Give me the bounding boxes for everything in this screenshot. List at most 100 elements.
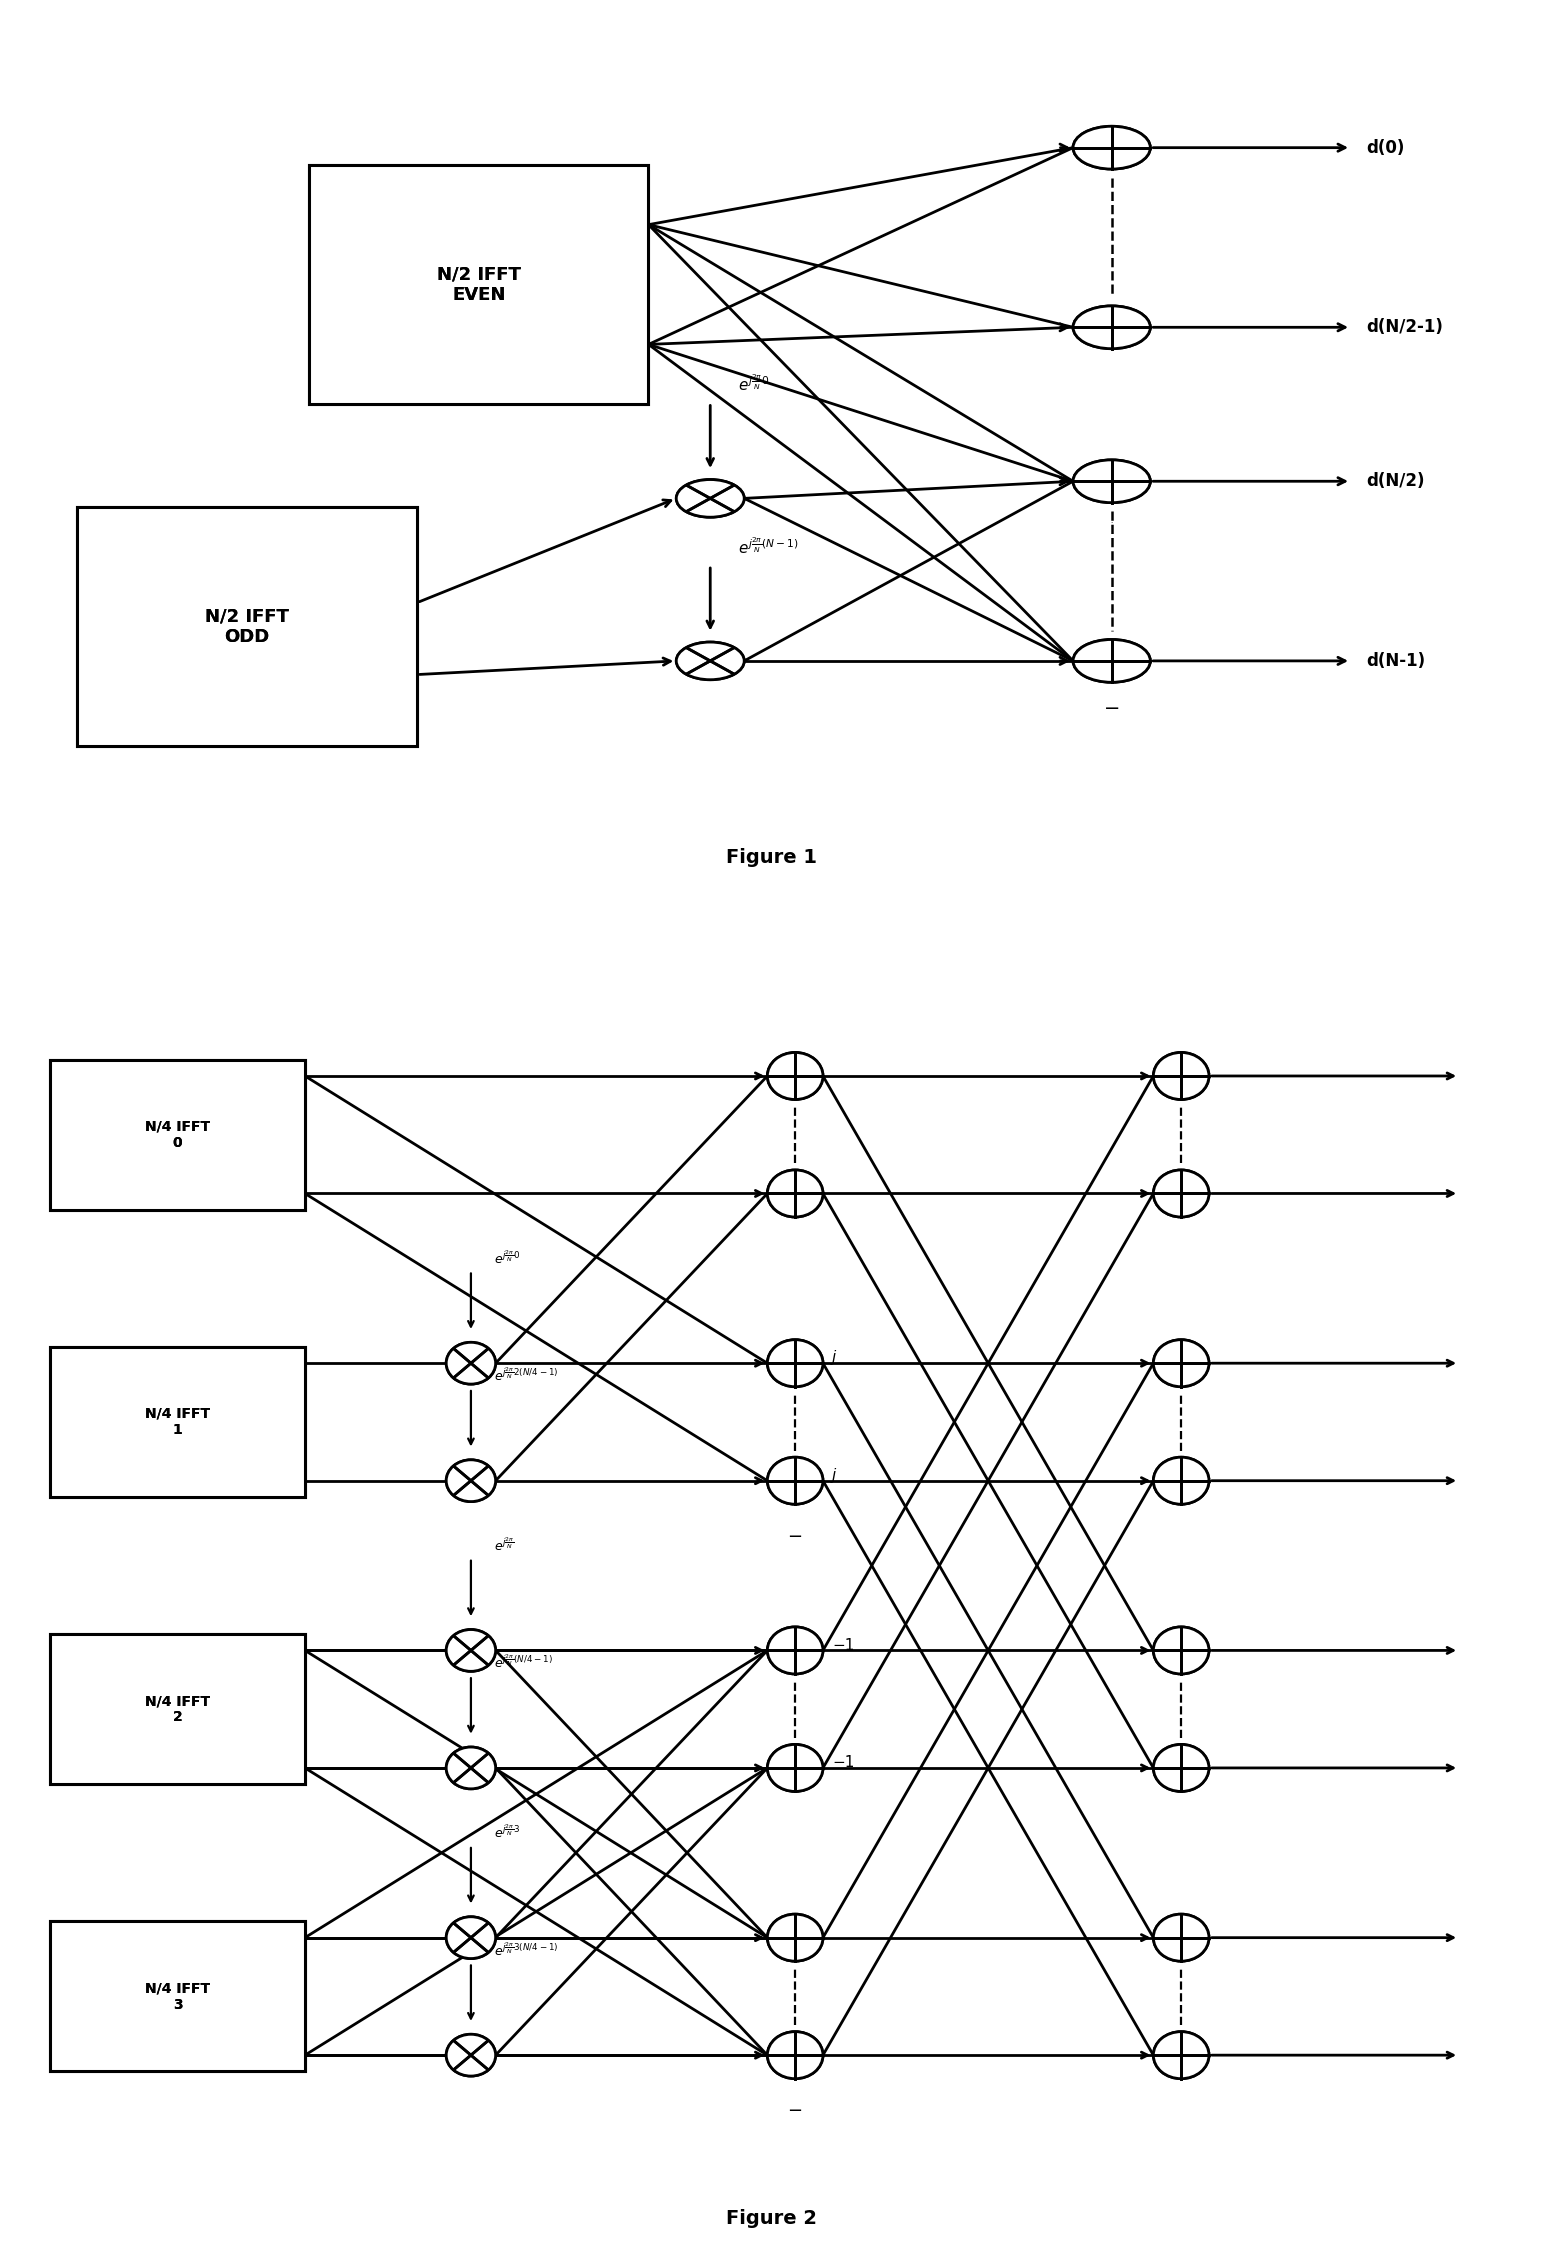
Text: $e^{j\frac{2\pi}{N}2(N/4-1)}$: $e^{j\frac{2\pi}{N}2(N/4-1)}$ (494, 1366, 559, 1384)
Circle shape (1153, 1627, 1209, 1675)
Circle shape (446, 1342, 496, 1384)
Circle shape (767, 1627, 823, 1675)
Text: $e^{j\frac{2\pi}{N}}$: $e^{j\frac{2\pi}{N}}$ (494, 1537, 514, 1553)
FancyBboxPatch shape (77, 506, 417, 747)
Circle shape (767, 1339, 823, 1387)
Circle shape (446, 1918, 496, 1958)
Circle shape (1073, 306, 1150, 349)
Circle shape (1153, 1627, 1209, 1675)
Text: d(N/2-1): d(N/2-1) (1366, 317, 1444, 335)
Circle shape (767, 1339, 823, 1387)
Text: N/4 IFFT
2: N/4 IFFT 2 (145, 1695, 210, 1724)
Circle shape (767, 1745, 823, 1792)
FancyBboxPatch shape (77, 506, 417, 747)
FancyBboxPatch shape (309, 164, 648, 405)
Circle shape (1153, 1456, 1209, 1504)
FancyBboxPatch shape (49, 1346, 306, 1497)
Circle shape (446, 2035, 496, 2075)
Circle shape (767, 1171, 823, 1218)
Circle shape (767, 2033, 823, 2078)
Circle shape (1153, 1053, 1209, 1098)
Text: N/2 IFFT
ODD: N/2 IFFT ODD (205, 608, 289, 646)
Circle shape (767, 1627, 823, 1675)
Text: $e^{j\frac{2\pi}{N}(N-1)}$: $e^{j\frac{2\pi}{N}(N-1)}$ (738, 536, 798, 556)
Circle shape (1073, 459, 1150, 502)
Text: N/4 IFFT
3: N/4 IFFT 3 (145, 1981, 210, 2012)
Circle shape (676, 642, 744, 680)
Text: N/2 IFFT
EVEN: N/2 IFFT EVEN (437, 266, 520, 304)
Text: N/2 IFFT
ODD: N/2 IFFT ODD (205, 608, 289, 646)
FancyBboxPatch shape (49, 1922, 306, 2071)
Circle shape (1153, 1339, 1209, 1387)
Circle shape (767, 1913, 823, 1961)
Circle shape (767, 1171, 823, 1218)
Text: N/4 IFFT
3: N/4 IFFT 3 (145, 1981, 210, 2012)
Text: Figure 1: Figure 1 (727, 849, 817, 867)
Text: $e^{j\frac{2\pi}{N}0}$: $e^{j\frac{2\pi}{N}0}$ (494, 1249, 520, 1267)
Circle shape (446, 1747, 496, 1790)
Text: −1: −1 (832, 1756, 854, 1769)
Text: j: j (832, 1468, 837, 1483)
Circle shape (676, 479, 744, 518)
Text: N/4 IFFT
0: N/4 IFFT 0 (145, 1119, 210, 1150)
Circle shape (1153, 1171, 1209, 1218)
Circle shape (1153, 1456, 1209, 1504)
Text: −: − (787, 1528, 803, 1546)
FancyBboxPatch shape (309, 164, 648, 405)
Text: N/4 IFFT
1: N/4 IFFT 1 (145, 1407, 210, 1436)
Circle shape (446, 1747, 496, 1790)
Circle shape (1073, 126, 1150, 169)
Text: −: − (787, 2102, 803, 2120)
Text: N/2 IFFT
EVEN: N/2 IFFT EVEN (437, 266, 520, 304)
Circle shape (1153, 2033, 1209, 2078)
FancyBboxPatch shape (49, 1634, 306, 1785)
Circle shape (767, 1456, 823, 1504)
Circle shape (1153, 1171, 1209, 1218)
FancyBboxPatch shape (49, 1060, 306, 1209)
Circle shape (767, 1053, 823, 1098)
FancyBboxPatch shape (49, 1634, 306, 1785)
Circle shape (767, 1456, 823, 1504)
Circle shape (1073, 306, 1150, 349)
Text: d(N/2): d(N/2) (1366, 473, 1425, 491)
Text: $e^{j\frac{2\pi}{N}(N/4-1)}$: $e^{j\frac{2\pi}{N}(N/4-1)}$ (494, 1654, 553, 1670)
Circle shape (1153, 1745, 1209, 1792)
Circle shape (446, 1461, 496, 1501)
Text: $e^{j\frac{2\pi}{N}3(N/4-1)}$: $e^{j\frac{2\pi}{N}3(N/4-1)}$ (494, 1940, 559, 1958)
Circle shape (1153, 1339, 1209, 1387)
Circle shape (446, 2035, 496, 2075)
Text: N/4 IFFT
2: N/4 IFFT 2 (145, 1695, 210, 1724)
Text: $e^{j\frac{2\pi}{N}3}$: $e^{j\frac{2\pi}{N}3}$ (494, 1823, 520, 1841)
Text: N/4 IFFT
0: N/4 IFFT 0 (145, 1119, 210, 1150)
Circle shape (767, 1745, 823, 1792)
Circle shape (676, 642, 744, 680)
Circle shape (446, 1630, 496, 1670)
Circle shape (1153, 1913, 1209, 1961)
Text: −: − (1104, 700, 1119, 718)
Circle shape (1153, 1053, 1209, 1098)
Circle shape (1073, 639, 1150, 682)
FancyBboxPatch shape (49, 1346, 306, 1497)
Circle shape (767, 1913, 823, 1961)
Circle shape (676, 479, 744, 518)
Circle shape (446, 1461, 496, 1501)
Circle shape (1073, 459, 1150, 502)
Text: $e^{j\frac{2\pi}{N}0}$: $e^{j\frac{2\pi}{N}0}$ (738, 374, 770, 394)
Circle shape (1153, 1913, 1209, 1961)
FancyBboxPatch shape (49, 1060, 306, 1209)
Circle shape (1073, 639, 1150, 682)
Text: N/4 IFFT
1: N/4 IFFT 1 (145, 1407, 210, 1436)
Circle shape (767, 1053, 823, 1098)
Circle shape (1153, 1745, 1209, 1792)
Circle shape (1073, 126, 1150, 169)
FancyBboxPatch shape (49, 1922, 306, 2071)
Circle shape (446, 1342, 496, 1384)
Text: d(N-1): d(N-1) (1366, 653, 1425, 671)
Text: −1: −1 (832, 1639, 854, 1652)
Circle shape (767, 2033, 823, 2078)
Circle shape (1153, 2033, 1209, 2078)
Text: Figure 2: Figure 2 (727, 2208, 817, 2228)
Circle shape (446, 1918, 496, 1958)
Text: ·: · (1110, 520, 1113, 527)
Text: d(0): d(0) (1366, 140, 1405, 158)
